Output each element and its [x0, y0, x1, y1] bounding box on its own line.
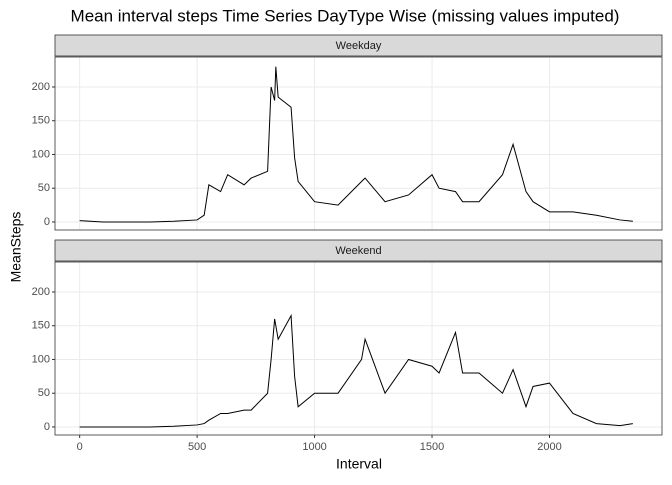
x-tick-label: 2000 [537, 441, 561, 453]
y-tick-label: 50 [38, 387, 50, 399]
y-tick-label: 150 [32, 320, 50, 332]
x-tick-label: 0 [77, 441, 83, 453]
x-axis-label: Interval [336, 456, 382, 472]
strip-label: Weekday [336, 40, 382, 52]
panel [55, 57, 662, 230]
x-tick-label: 1500 [420, 441, 444, 453]
y-tick-label: 100 [32, 353, 50, 365]
y-tick-label: 50 [38, 182, 50, 194]
line [79, 313, 633, 428]
y-tick-label: 0 [44, 216, 50, 228]
y-tick-label: 200 [32, 286, 50, 298]
strip-label: Weekend [335, 245, 381, 257]
x-tick-label: 1000 [302, 441, 326, 453]
line [79, 66, 633, 223]
y-tick-label: 100 [32, 148, 50, 160]
panel-border [54, 261, 663, 436]
strip [54, 239, 663, 262]
panel [55, 262, 662, 435]
strip [54, 34, 663, 57]
y-tick-label: 150 [32, 115, 50, 127]
chart-title: Mean interval steps Time Series DayType … [71, 6, 620, 25]
y-tick-label: 0 [44, 421, 50, 433]
panel-border [54, 56, 663, 231]
y-axis-label: MeanSteps [8, 212, 24, 283]
y-tick-label: 200 [32, 81, 50, 93]
x-tick-label: 500 [188, 441, 206, 453]
